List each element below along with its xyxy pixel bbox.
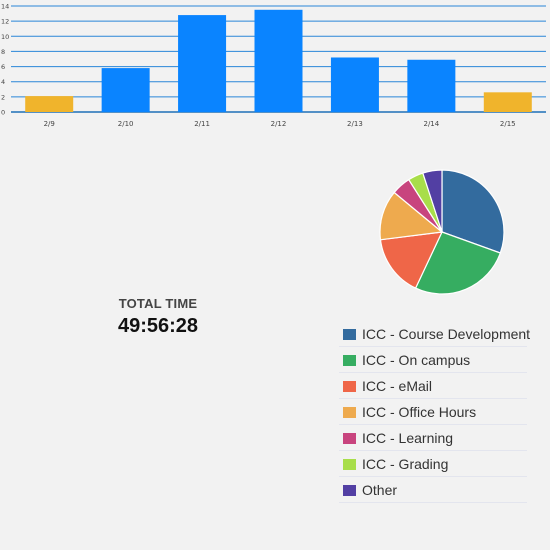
legend-item[interactable]: ICC - Office Hours [339, 400, 527, 425]
x-tick-label: 2/9 [44, 120, 55, 128]
bar-2-10[interactable] [101, 68, 150, 112]
legend-item[interactable]: ICC - Grading [339, 452, 527, 477]
x-tick-label: 2/10 [118, 120, 134, 128]
legend-item[interactable]: Other [339, 478, 527, 503]
legend-item[interactable]: ICC - Learning [339, 426, 527, 451]
total-time-panel: TOTAL TIME 49:56:28 [88, 296, 228, 338]
daily-hours-bar-chart: 0 2 4 6 8 10 12 14 2/9 2/10 2/11 2/12 2/13 2/14 2/15 [1, 3, 546, 128]
y-tick-label: 10 [1, 33, 9, 41]
legend-label: ICC - Learning [362, 430, 454, 446]
bar-2-12[interactable] [254, 9, 303, 113]
x-tick-label: 2/12 [271, 120, 287, 128]
y-tick-label: 0 [1, 109, 5, 117]
bar-chart-y-tick-labels: 0 2 4 6 8 10 12 14 [1, 3, 9, 117]
y-tick-label: 14 [1, 3, 9, 11]
category-pie-chart [379, 169, 505, 295]
y-tick-label: 2 [1, 93, 5, 101]
total-time-label: TOTAL TIME [118, 296, 198, 311]
legend-swatch [343, 406, 356, 418]
bar-2-15[interactable] [483, 92, 532, 112]
bar-2-9[interactable] [25, 96, 74, 112]
legend-item[interactable]: ICC - eMail [339, 374, 527, 399]
legend-label: ICC - On campus [362, 352, 471, 368]
total-time-value: 49:56:28 [117, 315, 199, 337]
bar-2-13[interactable] [330, 57, 379, 112]
legend-swatch [343, 484, 356, 496]
legend-swatch [343, 328, 356, 340]
legend-swatch [343, 458, 356, 470]
bar-2-11[interactable] [178, 15, 227, 112]
legend-label: ICC - Grading [362, 456, 449, 472]
y-tick-label: 6 [1, 63, 5, 71]
legend-label: Other [362, 482, 398, 498]
legend-item[interactable]: ICC - On campus [339, 348, 527, 373]
bar-chart-bars [25, 9, 532, 113]
x-tick-label: 2/13 [347, 120, 363, 128]
pie-slice-other[interactable] [422, 169, 443, 233]
x-tick-label: 2/11 [194, 120, 210, 128]
bar-2-14[interactable] [407, 59, 456, 112]
x-tick-label: 2/15 [500, 120, 516, 128]
y-tick-label: 12 [1, 18, 9, 26]
pie-slice-icc-email[interactable] [379, 231, 444, 289]
legend-label: ICC - eMail [362, 378, 433, 394]
legend-swatch [343, 380, 356, 392]
legend-label: ICC - Office Hours [362, 404, 477, 420]
pie-slice-icc-course-development[interactable] [441, 169, 505, 254]
legend-swatch [343, 354, 356, 366]
y-tick-label: 4 [1, 78, 5, 86]
legend-label: ICC - Course Development [362, 326, 531, 342]
x-tick-label: 2/14 [423, 120, 439, 128]
legend-swatch [343, 432, 356, 444]
pie-slice-icc-on-campus[interactable] [414, 231, 502, 295]
pie-legend: ICC - Course Development ICC - On campus I… [339, 322, 531, 504]
y-tick-label: 8 [1, 48, 5, 56]
legend-item[interactable]: ICC - Course Development [339, 322, 531, 347]
bar-chart-x-tick-labels: 2/9 2/10 2/11 2/12 2/13 2/14 2/15 [44, 120, 516, 128]
